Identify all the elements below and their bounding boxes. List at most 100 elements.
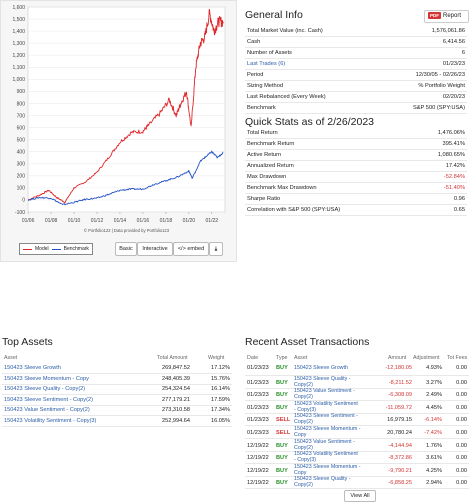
txn-adjustment: 1.76% — [426, 442, 442, 449]
x-tick-label: 01/20 — [183, 218, 196, 224]
txn-asset-link[interactable]: 150423 Sleeve Sentiment - — [294, 413, 358, 420]
txn-adjustment: 4.25% — [426, 467, 442, 474]
txn-header-type: Type — [276, 355, 288, 361]
txn-asset-link[interactable]: Copy(2) — [294, 381, 313, 388]
txn-asset-link[interactable]: Copy(2) — [294, 394, 313, 401]
y-tick-label: 0 — [22, 198, 25, 204]
quick-row: Sharpe Ratio 0.96 — [245, 195, 467, 205]
quick-row: Benchmark Max Drawdown -51.40% — [245, 184, 467, 194]
txn-date: 01/23/23 — [247, 430, 269, 436]
txn-asset-link[interactable]: 150423 Value Sentiment - — [294, 388, 355, 395]
quick-label: Active Return — [247, 152, 282, 158]
txn-asset-link[interactable]: Copy(2) — [294, 482, 313, 489]
quick-value: -51.40% — [443, 185, 465, 191]
txn-adjustment: -6.14% — [424, 417, 442, 424]
basic-button[interactable]: Basic — [115, 242, 137, 256]
asset-link[interactable]: 150423 Sleeve Sentiment - Copy(2) — [4, 396, 93, 403]
quick-row: Active Return 1,080.65% — [245, 151, 467, 161]
table-row: 01/23/23 BUY 150423 Volatility Sentiment - … — [245, 401, 469, 414]
txn-type-badge: BUY — [276, 404, 288, 411]
general-label[interactable]: Last Trades (6) — [247, 61, 286, 67]
asset-amount: 248,405.39 — [162, 375, 190, 382]
txn-asset-link[interactable]: 150423 Volatility Sentiment — [294, 451, 358, 458]
quick-label: Max Drawdown — [247, 174, 287, 180]
txn-header-adjustment: Adjustment — [413, 355, 440, 361]
top-assets-title: Top Assets — [2, 336, 53, 348]
txn-date: 01/23/23 — [247, 392, 269, 399]
general-value: 01/23/23 — [442, 61, 465, 67]
txn-asset-link[interactable]: - Copy(3) — [294, 406, 317, 413]
quick-row: Annualized Return 17.42% — [245, 162, 467, 172]
general-label: Last Rebalanced (Every Week) — [247, 94, 326, 100]
txn-amount: -8,372.86 — [388, 455, 412, 462]
general-label: Sizing Method — [247, 83, 284, 89]
txn-asset-link[interactable]: - Copy(3) — [294, 457, 317, 464]
txn-asset-link[interactable]: 150423 Sleeve Quality - — [294, 375, 351, 382]
txn-fees: 0.00 — [456, 365, 467, 371]
general-row: Sizing Method % Portfolio Weight — [245, 82, 467, 92]
txn-date: 12/19/22 — [247, 467, 269, 474]
txn-adjustment: 3.27% — [426, 379, 442, 386]
asset-link[interactable]: 150423 Sleeve Growth — [4, 365, 61, 371]
x-tick-label: 01/22 — [206, 218, 219, 224]
general-row: Benchmark S&P 500 (SPY:USA) — [245, 104, 467, 114]
table-row: 12/19/22 BUY 150423 Volatility Sentiment - … — [245, 451, 469, 465]
download-icon[interactable]: ⤓ — [209, 242, 223, 256]
txn-amount: -9,790.21 — [388, 467, 412, 474]
txn-asset-link[interactable]: 150423 Sleeve Momentum - — [294, 426, 361, 432]
txn-fees: 0.00 — [456, 442, 467, 449]
general-value: 12/30/05 - 02/26/23 — [415, 72, 465, 78]
txn-amount: -11,059.72 — [385, 404, 412, 411]
quick-stats-title: Quick Stats as of 2/26/2023 — [245, 116, 374, 128]
txn-date: 12/19/22 — [247, 442, 269, 449]
general-value: 1,576,061.86 — [431, 28, 465, 34]
txn-asset-link[interactable]: Copy(2) — [294, 444, 313, 451]
txn-asset-link[interactable]: Copy — [294, 432, 307, 438]
txn-header-date: Date — [247, 355, 259, 361]
quick-value: 1,476.06% — [437, 130, 465, 136]
txn-date: 12/19/22 — [247, 455, 269, 462]
txn-fees: 0.00 — [456, 379, 467, 386]
txn-type-badge: SELL — [276, 430, 291, 436]
table-row: 12/19/22 BUY 150423 Sleeve Momentum - Copy -… — [245, 464, 469, 477]
txn-asset-link[interactable]: 150423 Sleeve Growth — [294, 365, 348, 371]
legend-model-label[interactable]: Model — [35, 246, 49, 252]
interactive-button[interactable]: Interactive — [137, 242, 173, 256]
asset-link[interactable]: 150423 Sleeve Momentum - Copy — [4, 375, 89, 382]
benchmark-swatch — [51, 248, 61, 250]
quick-label: Correlation with S&P 500 (SPY:USA) — [247, 207, 341, 213]
pdf-report-button[interactable]: PDF Report — [424, 10, 469, 23]
y-tick-label: 1,500 — [12, 17, 25, 23]
embed-button[interactable]: </> embed — [173, 242, 209, 256]
chart-legend: Model Benchmark — [19, 243, 93, 255]
x-tick-label: 01/12 — [91, 218, 104, 224]
table-row: 150423 Sleeve Growth 269,847.52 17.12% — [2, 363, 232, 374]
asset-link[interactable]: 150423 Volatility Sentiment - Copy(3) — [4, 417, 97, 424]
txn-asset-link[interactable]: 150423 Value Sentiment - — [294, 438, 355, 445]
txn-header-amount: Amount — [388, 355, 407, 361]
asset-weight: 17.12% — [211, 365, 230, 371]
txn-asset-link[interactable]: Copy — [294, 469, 307, 476]
legend-benchmark-label[interactable]: Benchmark — [63, 246, 89, 252]
table-row: 150423 Value Sentiment - Copy(2) 273,310.… — [2, 405, 232, 416]
table-row: 01/23/23 SELL 150423 Sleeve Sentiment - Cop… — [245, 413, 469, 427]
quick-value: 0.96 — [453, 196, 465, 202]
x-tick-label: 01/18 — [160, 218, 173, 224]
txn-asset-link[interactable]: 150423 Sleeve Quality - — [294, 476, 351, 483]
asset-weight: 16.05% — [211, 417, 230, 424]
asset-link[interactable]: 150423 Value Sentiment - Copy(2) — [4, 407, 90, 413]
asset-weight: 17.59% — [211, 396, 230, 403]
pdf-report-label: Report — [443, 13, 462, 19]
txn-amount: -8,211.52 — [388, 379, 412, 386]
txn-asset-link[interactable]: Copy(2) — [294, 419, 313, 426]
general-label: Cash — [247, 39, 261, 45]
txn-asset-link[interactable]: 150423 Volatility Sentiment — [294, 400, 358, 407]
general-info-title: General Info — [245, 9, 303, 21]
y-tick-label: 900 — [17, 89, 26, 95]
asset-link[interactable]: 150423 Sleeve Quality - Copy(2) — [4, 386, 86, 392]
y-tick-label: 100 — [17, 186, 26, 192]
chart-controls: Model Benchmark Basic Interactive </> em… — [1, 241, 238, 257]
asset-amount: 269,847.52 — [162, 365, 190, 371]
view-all-button[interactable]: View All — [344, 490, 376, 502]
txn-asset-link[interactable]: 150423 Sleeve Momentum - — [294, 463, 361, 470]
